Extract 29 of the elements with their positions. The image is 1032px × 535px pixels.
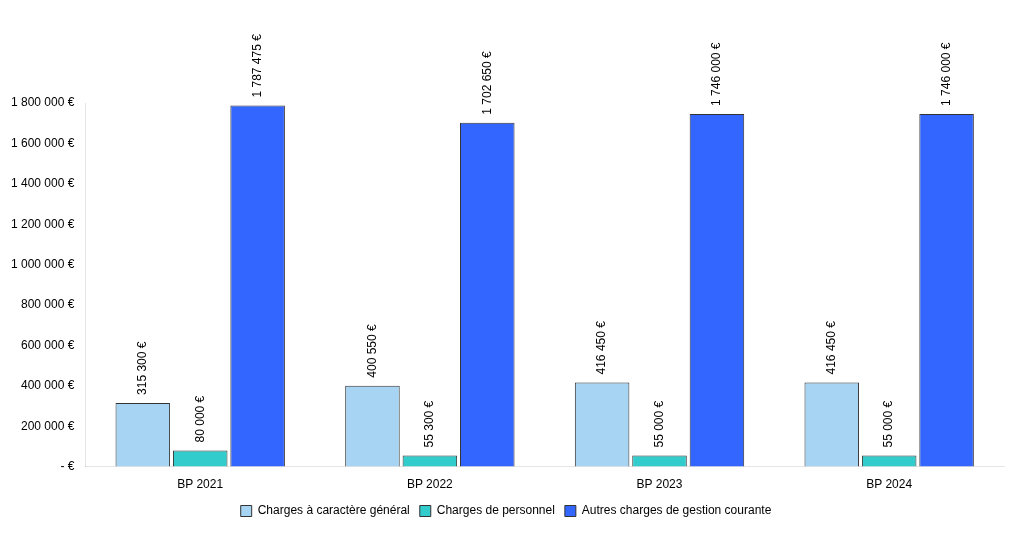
y-tick-label: 1 200 000 € [10,216,75,231]
y-tick-label: 600 000 € [21,337,75,352]
data-label: 55 000 € [881,400,896,448]
y-tick-label: 1 400 000 € [10,176,75,191]
data-label: 55 000 € [651,400,666,448]
legend-label: Autres charges de gestion courante [581,503,772,518]
y-tick-label: - € [60,458,75,473]
data-label: 80 000 € [192,395,207,443]
data-label: 416 450 € [824,320,839,375]
data-label: 315 300 € [135,341,150,395]
data-label: 1 787 475 € [249,33,264,98]
y-tick-label: 1 800 000 € [10,95,75,110]
y-tick-label: 1 600 000 € [10,135,75,150]
data-label: 1 702 650 € [479,50,494,115]
x-tick-label: BP 2024 [866,477,913,492]
legend-label: Charges à caractère général [257,503,410,518]
x-tick-label: BP 2021 [177,477,224,492]
y-tick-label: 200 000 € [21,418,75,433]
data-label: 400 550 € [364,323,379,378]
x-tick-label: BP 2023 [636,477,683,492]
data-label: 1 746 000 € [709,42,724,106]
legend-label: Charges de personnel [436,503,555,518]
y-tick-label: 400 000 € [21,378,75,393]
data-label: 55 300 € [422,400,437,448]
data-label: 416 450 € [594,320,609,375]
data-label: 1 746 000 € [938,42,953,106]
y-tick-label: 1 000 000 € [10,256,75,271]
x-tick-label: BP 2022 [406,477,454,492]
y-tick-label: 800 000 € [21,297,75,312]
